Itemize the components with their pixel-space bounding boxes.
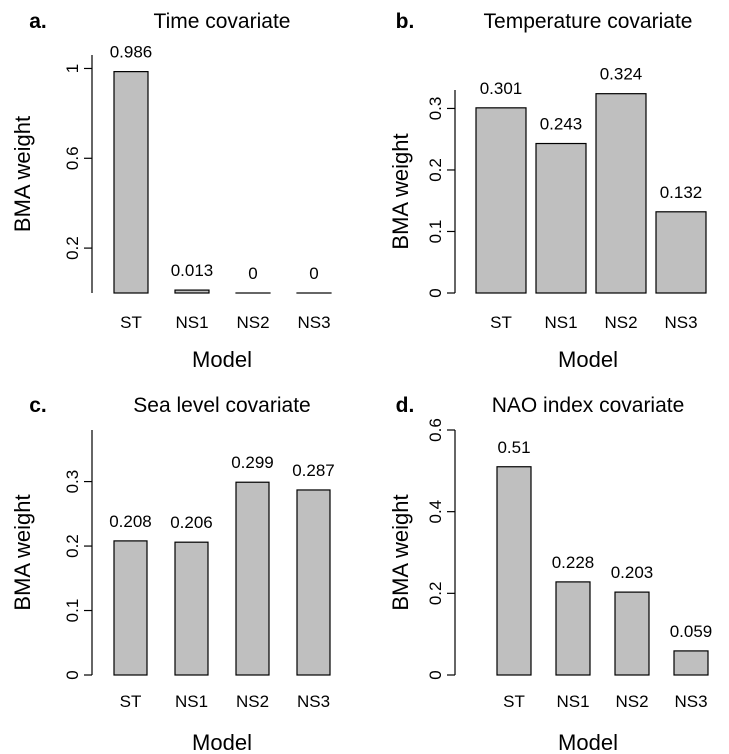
y-tick-label: 0.2 <box>63 534 82 558</box>
value-label-ns2: 0.324 <box>600 65 643 84</box>
y-tick-label: 0.6 <box>426 418 445 442</box>
value-label-ns3: 0.059 <box>670 622 713 641</box>
category-label-ns1: NS1 <box>175 313 208 332</box>
value-label-ns1: 0.013 <box>171 261 214 280</box>
category-label-ns2: NS2 <box>236 692 269 711</box>
value-label-st: 0.208 <box>109 512 152 531</box>
category-label-st: ST <box>503 692 525 711</box>
panel-label: a. <box>29 10 47 33</box>
chart-title: NAO index covariate <box>492 394 685 417</box>
value-label-st: 0.51 <box>497 438 530 457</box>
y-tick-label: 0.3 <box>426 97 445 121</box>
y-axis-title: BMA weight <box>10 116 35 232</box>
bar-ns2 <box>614 591 650 676</box>
category-label-ns3: NS3 <box>664 313 697 332</box>
y-axis-title: BMA weight <box>10 494 35 610</box>
y-tick-label: 0.2 <box>426 158 445 182</box>
value-label-ns3: 0.132 <box>660 183 703 202</box>
x-axis-title: Model <box>192 347 252 372</box>
y-tick-label: 0 <box>426 670 445 679</box>
category-label-st: ST <box>490 313 512 332</box>
category-label-ns2: NS2 <box>604 313 637 332</box>
chart-title: Temperature covariate <box>484 10 693 33</box>
category-label-st: ST <box>120 313 142 332</box>
bar-st <box>113 540 148 676</box>
bar-ns2 <box>595 93 647 294</box>
category-label-ns3: NS3 <box>297 313 330 332</box>
chart-title: Time covariate <box>154 10 291 33</box>
panel-label: d. <box>396 394 415 417</box>
bar-ns1 <box>174 541 209 676</box>
y-tick-label: 0.2 <box>63 236 82 260</box>
category-label-st: ST <box>120 692 142 711</box>
panel-label: b. <box>396 10 415 33</box>
chart-panel-2: b. Temperature covariate 0 0.1 0.2 0.3 BMA wei… <box>388 10 707 372</box>
y-tick-label: 0.1 <box>63 599 82 623</box>
value-label-ns2: 0.299 <box>231 453 274 472</box>
y-tick-label: 0 <box>63 670 82 679</box>
bar-st <box>475 107 527 294</box>
panel-label: c. <box>29 394 47 417</box>
value-label-st: 0.301 <box>480 79 523 98</box>
value-label-st: 0.986 <box>110 43 153 62</box>
y-tick-label: 0.6 <box>63 146 82 170</box>
category-label-ns1: NS1 <box>556 692 589 711</box>
value-label-ns1: 0.206 <box>170 513 213 532</box>
y-tick-label: 0 <box>426 288 445 297</box>
value-label-ns2: 0.203 <box>611 563 654 582</box>
y-axis-title: BMA weight <box>388 494 413 610</box>
value-label-ns3: 0.287 <box>292 461 335 480</box>
bar-ns3 <box>673 650 709 676</box>
chart-panel-1: a. Time covariate 0.2 0.6 1 BMA weight 0.986 ST… <box>10 10 332 372</box>
category-label-ns3: NS3 <box>297 692 330 711</box>
y-tick-label: 1 <box>63 64 82 73</box>
category-label-ns3: NS3 <box>674 692 707 711</box>
category-label-ns1: NS1 <box>175 692 208 711</box>
value-label-ns1: 0.228 <box>552 553 595 572</box>
bar-ns3 <box>296 489 331 676</box>
value-label-ns3: 0 <box>309 264 318 283</box>
x-axis-title: Model <box>558 347 618 372</box>
value-label-ns1: 0.243 <box>540 115 583 134</box>
bar-ns1 <box>535 142 587 294</box>
y-tick-label: 0.4 <box>426 500 445 524</box>
bar-ns1 <box>174 289 210 294</box>
bar-ns1 <box>555 581 591 676</box>
chart-panel-4: d. NAO index covariate 0 0.2 0.4 0.6 BMA weigh… <box>388 394 712 754</box>
y-tick-label: 0.1 <box>426 220 445 244</box>
category-label-ns2: NS2 <box>615 692 648 711</box>
chart-panel-3: c. Sea level covariate 0 0.1 0.2 0.3 BMA weigh… <box>10 394 335 754</box>
y-tick-label: 0.3 <box>63 470 82 494</box>
bar-st <box>496 466 532 676</box>
bar-ns2 <box>235 481 270 676</box>
chart-title: Sea level covariate <box>133 394 310 417</box>
x-axis-title: Model <box>558 730 618 754</box>
bar-ns3 <box>655 211 707 294</box>
category-label-ns1: NS1 <box>544 313 577 332</box>
y-tick-label: 0.2 <box>426 582 445 606</box>
category-label-ns2: NS2 <box>236 313 269 332</box>
y-axis-title: BMA weight <box>388 133 413 249</box>
x-axis-title: Model <box>192 730 252 754</box>
bar-st <box>113 71 149 294</box>
value-label-ns2: 0 <box>248 264 257 283</box>
